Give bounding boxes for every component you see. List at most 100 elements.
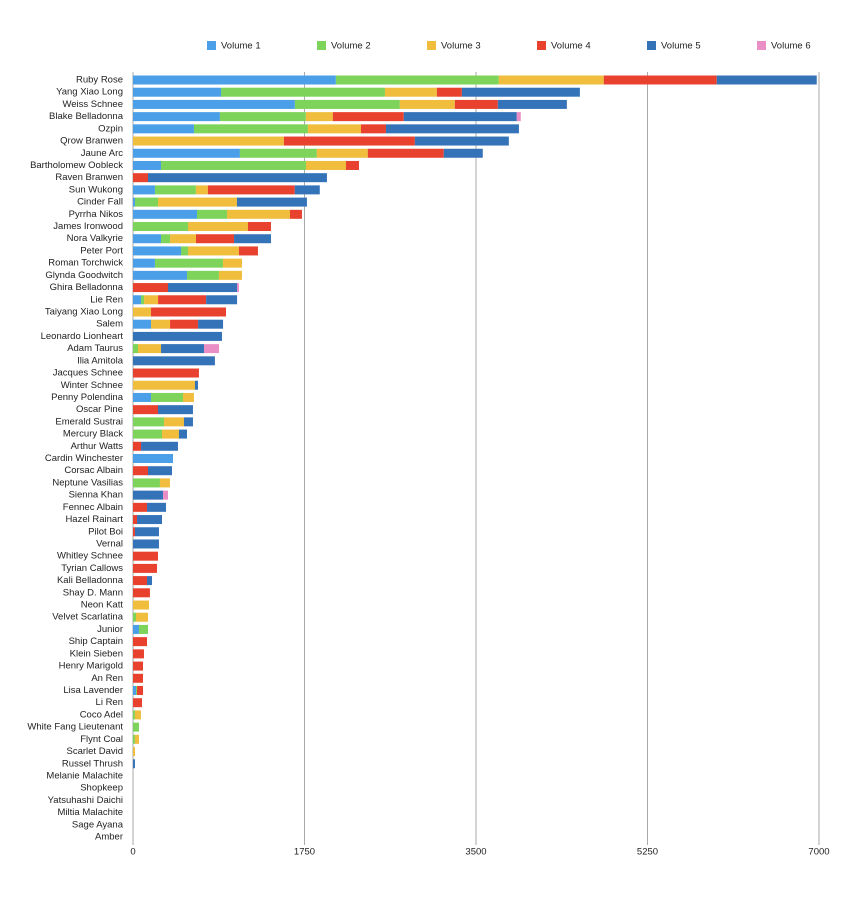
x-tick-label: 1750: [294, 847, 315, 858]
bar-segment: [134, 527, 159, 537]
y-tick-label: Whitley Schnee: [57, 551, 123, 562]
bar-segment: [159, 478, 170, 488]
bar-segment: [133, 319, 152, 329]
y-tick-label: Cinder Fall: [77, 197, 123, 208]
bar-segment: [239, 148, 317, 158]
bar-segment: [133, 734, 135, 744]
bar-segment: [187, 246, 239, 256]
bar-segment: [289, 209, 302, 219]
bar-segment: [403, 112, 517, 122]
y-tick-label: Vernal: [96, 538, 123, 549]
bar-segment: [193, 124, 308, 134]
y-tick-label: Salem: [96, 319, 123, 330]
x-tick-label: 0: [130, 847, 135, 858]
legend-swatch: [757, 41, 766, 50]
bar-segment: [236, 283, 239, 293]
bar-segment: [133, 209, 197, 219]
bar-segment: [170, 234, 197, 244]
bar-segment: [133, 380, 195, 390]
bar-segment: [154, 258, 223, 268]
y-tick-label: Peter Port: [80, 245, 123, 256]
bar-segment: [133, 405, 158, 415]
y-tick-label: White Fang Lieutenant: [27, 722, 123, 733]
bar-segment: [133, 722, 139, 732]
bar-segment: [133, 478, 160, 488]
bar-segment: [137, 515, 163, 525]
bar-segment: [133, 124, 194, 134]
x-tick-label: 5250: [637, 847, 658, 858]
y-tick-label: Ghira Belladonna: [50, 282, 124, 293]
y-tick-label: Tyrian Callows: [61, 563, 123, 574]
bar-segment: [133, 576, 148, 586]
bar-segment: [133, 673, 143, 683]
y-tick-label: Blake Belladonna: [49, 111, 124, 122]
bar-segment: [226, 209, 290, 219]
bar-segment: [294, 185, 320, 195]
bar-segment: [399, 99, 455, 109]
bar-segment: [133, 624, 139, 634]
bar-segment: [360, 124, 386, 134]
bar-segment: [133, 551, 158, 561]
bar-segment: [133, 649, 144, 659]
y-tick-label: Kali Belladonna: [57, 575, 124, 586]
legend-label: Volume 3: [441, 41, 481, 52]
bar-segment: [163, 417, 184, 427]
bar-segment: [133, 160, 162, 170]
bar-segment: [133, 307, 152, 317]
bar-segment: [367, 148, 444, 158]
bar-segment: [147, 173, 327, 183]
y-tick-label: Ruby Rose: [76, 75, 123, 86]
bar-segment: [144, 295, 159, 305]
y-tick-label: Klein Sieben: [70, 648, 123, 659]
bar-segment: [133, 698, 143, 708]
bar-segment: [133, 392, 152, 402]
y-tick-label: Amber: [95, 832, 123, 843]
bar-segment: [206, 295, 238, 305]
legend-label: Volume 5: [661, 41, 701, 52]
bar-segment: [138, 624, 148, 634]
bar-segment: [133, 637, 148, 647]
bar-segment: [283, 136, 415, 146]
y-tick-label: Adam Taurus: [67, 343, 123, 354]
y-tick-label: Yang Xiao Long: [56, 87, 123, 98]
bar-segment: [133, 258, 155, 268]
y-tick-label: Lie Ren: [90, 294, 123, 305]
y-tick-label: Hazel Rainart: [65, 514, 123, 525]
y-tick-label: Emerald Sustrai: [55, 416, 123, 427]
bar-segment: [219, 112, 306, 122]
bar-segment: [194, 380, 198, 390]
bar-segment: [136, 685, 138, 695]
y-tick-label: Fennec Albain: [63, 502, 123, 513]
bar-segment: [133, 283, 168, 293]
y-tick-label: Lisa Lavender: [63, 685, 123, 696]
y-tick-label: Melanie Malachite: [46, 770, 123, 781]
bar-segment: [134, 710, 141, 720]
bar-segment: [133, 527, 135, 537]
y-tick-label: Leonardo Lionheart: [41, 331, 124, 342]
bar-segment: [133, 661, 143, 671]
y-tick-label: Ilia Amitola: [77, 355, 124, 366]
bar-segment: [133, 234, 162, 244]
bar-segment: [195, 185, 208, 195]
bar-segment: [162, 429, 179, 439]
legend-label: Volume 1: [221, 41, 261, 52]
legend-swatch: [537, 41, 546, 50]
y-tick-label: Yatsuhashi Daichi: [48, 795, 123, 806]
bar-segment: [133, 747, 135, 757]
bar-segment: [158, 295, 207, 305]
bar-segment: [170, 319, 199, 329]
y-tick-label: Corsac Albain: [64, 465, 123, 476]
bar-segment: [305, 112, 333, 122]
bar-segment: [147, 576, 153, 586]
bar-segment: [221, 87, 385, 97]
y-tick-label: Taiyang Xiao Long: [45, 306, 123, 317]
bar-segment: [218, 270, 242, 280]
bar-segment: [136, 612, 148, 622]
bar-segment: [137, 685, 143, 695]
y-tick-label: Arthur Watts: [71, 441, 124, 452]
bar-segment: [294, 99, 400, 109]
y-tick-label: Scarlet David: [67, 746, 124, 757]
bar-segment: [141, 295, 145, 305]
y-tick-label: Sun Wukong: [69, 184, 123, 195]
bar-segment: [161, 344, 205, 354]
